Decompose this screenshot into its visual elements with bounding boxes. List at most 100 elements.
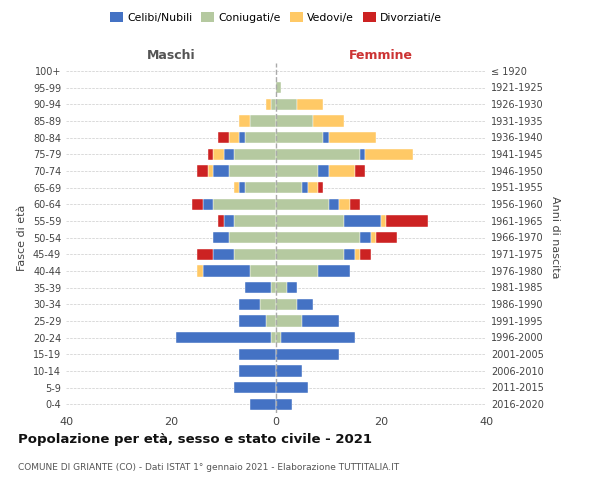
Bar [276,298,297,310]
Bar [329,165,355,176]
Bar [313,115,344,126]
Bar [245,132,276,143]
Bar [371,232,376,243]
Bar [223,215,234,226]
Bar [365,148,413,160]
Bar [213,248,234,260]
Bar [302,182,308,193]
Bar [271,282,276,293]
Bar [276,315,302,326]
Bar [250,398,276,410]
Y-axis label: Anni di nascita: Anni di nascita [550,196,560,278]
Bar [276,398,292,410]
Bar [318,165,329,176]
Bar [276,248,344,260]
Bar [239,115,250,126]
Bar [234,182,239,193]
Bar [329,132,376,143]
Bar [203,198,213,210]
Bar [276,82,281,93]
Bar [276,365,302,376]
Bar [197,265,203,276]
Bar [213,148,223,160]
Bar [239,315,265,326]
Bar [276,382,308,393]
Bar [245,182,276,193]
Bar [239,132,245,143]
Bar [355,248,360,260]
Bar [344,215,381,226]
Bar [360,248,371,260]
Legend: Celibi/Nubili, Coniugati/e, Vedovi/e, Divorziati/e: Celibi/Nubili, Coniugati/e, Vedovi/e, Di… [106,8,446,27]
Bar [276,232,360,243]
Bar [276,182,302,193]
Bar [360,232,371,243]
Bar [386,215,428,226]
Bar [218,132,229,143]
Bar [229,232,276,243]
Bar [318,265,349,276]
Bar [349,198,360,210]
Bar [239,365,276,376]
Bar [208,165,213,176]
Bar [329,198,339,210]
Bar [271,332,276,343]
Bar [381,215,386,226]
Bar [265,315,276,326]
Bar [229,132,239,143]
Bar [234,215,276,226]
Bar [213,198,276,210]
Bar [239,182,245,193]
Bar [276,148,360,160]
Bar [276,282,287,293]
Text: Popolazione per età, sesso e stato civile - 2021: Popolazione per età, sesso e stato civil… [18,432,372,446]
Bar [223,148,234,160]
Bar [276,98,297,110]
Bar [276,215,344,226]
Bar [229,165,276,176]
Bar [213,165,229,176]
Bar [323,132,329,143]
Text: Maschi: Maschi [146,48,196,62]
Bar [276,348,339,360]
Bar [271,98,276,110]
Bar [260,298,276,310]
Bar [376,232,397,243]
Bar [234,382,276,393]
Bar [297,98,323,110]
Bar [245,282,271,293]
Bar [339,198,349,210]
Bar [281,332,355,343]
Bar [250,115,276,126]
Bar [213,232,229,243]
Bar [208,148,213,160]
Bar [265,98,271,110]
Bar [276,115,313,126]
Bar [276,265,318,276]
Bar [276,198,329,210]
Y-axis label: Fasce di età: Fasce di età [17,204,27,270]
Bar [276,165,318,176]
Bar [318,182,323,193]
Bar [192,198,203,210]
Text: COMUNE DI GRIANTE (CO) - Dati ISTAT 1° gennaio 2021 - Elaborazione TUTTITALIA.IT: COMUNE DI GRIANTE (CO) - Dati ISTAT 1° g… [18,462,399,471]
Text: Femmine: Femmine [349,48,413,62]
Bar [239,298,260,310]
Bar [234,248,276,260]
Bar [250,265,276,276]
Bar [344,248,355,260]
Bar [308,182,318,193]
Bar [276,132,323,143]
Bar [239,348,276,360]
Bar [360,148,365,160]
Bar [355,165,365,176]
Bar [302,315,339,326]
Bar [234,148,276,160]
Bar [297,298,313,310]
Bar [203,265,250,276]
Bar [176,332,271,343]
Bar [287,282,297,293]
Bar [218,215,223,226]
Bar [276,332,281,343]
Bar [197,248,213,260]
